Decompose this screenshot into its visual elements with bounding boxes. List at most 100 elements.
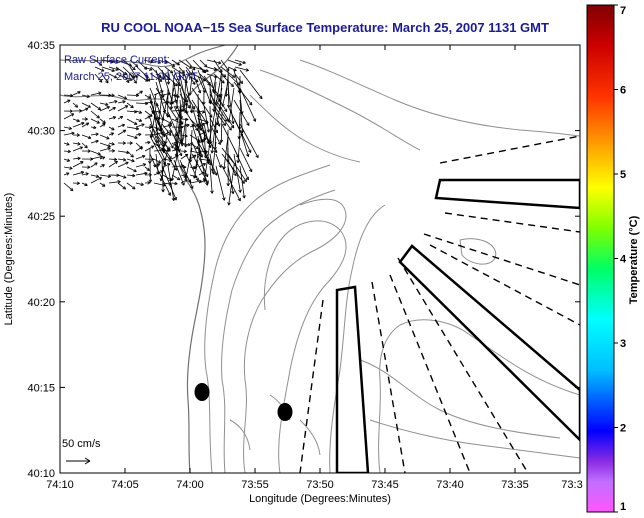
current-vector-head — [69, 168, 73, 170]
current-vector-head — [134, 135, 138, 139]
current-vector — [144, 126, 152, 128]
current-vector-head — [165, 114, 169, 118]
x-tick-label: 74:00 — [176, 479, 204, 491]
current-vector — [191, 87, 213, 118]
current-vector-head — [239, 82, 243, 84]
current-vector — [157, 66, 170, 81]
current-vector-head — [129, 63, 132, 66]
current-vector-head — [197, 125, 200, 129]
current-vector-head — [174, 183, 178, 186]
current-vector — [169, 87, 175, 105]
colorbar-ticks: 1 2 3 4 5 6 7 — [614, 4, 627, 513]
current-vector-head — [168, 81, 171, 85]
current-vector — [220, 73, 234, 87]
current-vector — [72, 102, 78, 108]
current-vector-head — [132, 158, 135, 162]
current-vector-head — [210, 140, 213, 144]
current-vector — [122, 73, 130, 83]
current-vector-head — [156, 171, 159, 175]
current-vector — [99, 147, 111, 152]
current-vector — [203, 147, 218, 176]
current-vector — [176, 69, 181, 109]
current-vector — [171, 109, 184, 112]
current-vector — [126, 158, 135, 162]
current-vector — [222, 81, 229, 107]
current-vector-head — [131, 104, 134, 108]
current-vector-head — [140, 90, 143, 94]
current-vector-head — [122, 100, 126, 102]
current-vector-head — [194, 165, 196, 169]
current-vector-head — [79, 110, 83, 113]
current-vector-head — [87, 150, 91, 153]
current-vector-head — [66, 172, 70, 176]
current-vector — [149, 153, 157, 167]
current-vector — [189, 180, 202, 184]
current-vector-head — [206, 129, 210, 133]
current-vector-head — [237, 198, 241, 202]
current-vector — [99, 164, 105, 168]
current-vector-head — [150, 179, 153, 183]
current-vector — [108, 181, 121, 184]
current-vector-head — [161, 150, 165, 154]
current-vector-head — [237, 136, 240, 140]
current-vector-head — [162, 134, 165, 138]
current-vector-head — [215, 121, 218, 125]
current-vector-head — [136, 63, 139, 67]
current-vector-head — [178, 153, 182, 157]
current-vector-head — [211, 190, 214, 194]
current-vector — [108, 116, 116, 120]
current-vector-head — [162, 131, 165, 135]
current-vector — [101, 66, 115, 72]
station-marker — [277, 403, 293, 421]
current-vector-head — [208, 129, 211, 133]
current-vector-head — [222, 80, 225, 84]
current-vector-head — [98, 106, 102, 110]
current-vector-head — [249, 169, 252, 173]
current-vector-head — [222, 123, 226, 127]
current-vector-head — [194, 154, 197, 158]
current-vector-head — [232, 190, 235, 194]
current-vector — [155, 81, 166, 114]
y-tick-label: 40:30 — [27, 126, 55, 138]
current-vector-head — [107, 146, 111, 149]
current-vector — [81, 94, 90, 98]
current-vector-head — [246, 154, 249, 157]
current-vector-head — [219, 70, 223, 73]
plot-area — [60, 45, 580, 473]
current-vector-head — [180, 143, 183, 147]
colorbar-tick-label: 1 — [620, 501, 626, 513]
current-vector — [178, 59, 192, 69]
current-vector-head — [122, 188, 126, 190]
current-vector — [81, 102, 91, 108]
current-vector — [126, 174, 136, 177]
current-vector-head — [95, 176, 100, 178]
current-vector — [206, 66, 217, 71]
current-vector-head — [224, 119, 228, 122]
current-vector — [115, 66, 127, 75]
scale-label: 50 cm/s — [62, 438, 101, 450]
current-vector — [135, 133, 142, 136]
current-vector — [178, 73, 188, 84]
current-vector-head — [152, 111, 155, 114]
current-vector-head — [202, 110, 206, 113]
current-vector — [167, 111, 183, 145]
current-vector-head — [164, 140, 166, 144]
current-vector — [220, 66, 236, 78]
current-vector — [155, 129, 171, 152]
current-vector-head — [67, 149, 71, 152]
current-vector-head — [178, 176, 181, 180]
station-marker — [194, 383, 210, 401]
colorbar-tick-label: 5 — [620, 169, 626, 181]
current-vector-head — [165, 141, 168, 145]
current-vector — [173, 105, 184, 125]
current-vector — [223, 135, 229, 170]
current-vector-head — [134, 109, 138, 113]
current-vector — [227, 165, 234, 194]
current-vector — [233, 117, 252, 153]
current-vector — [167, 165, 175, 201]
current-vector — [192, 59, 206, 73]
current-vector-head — [69, 95, 74, 98]
current-vector — [213, 73, 225, 84]
current-vector-head — [202, 177, 205, 181]
current-vector-head — [166, 81, 169, 85]
